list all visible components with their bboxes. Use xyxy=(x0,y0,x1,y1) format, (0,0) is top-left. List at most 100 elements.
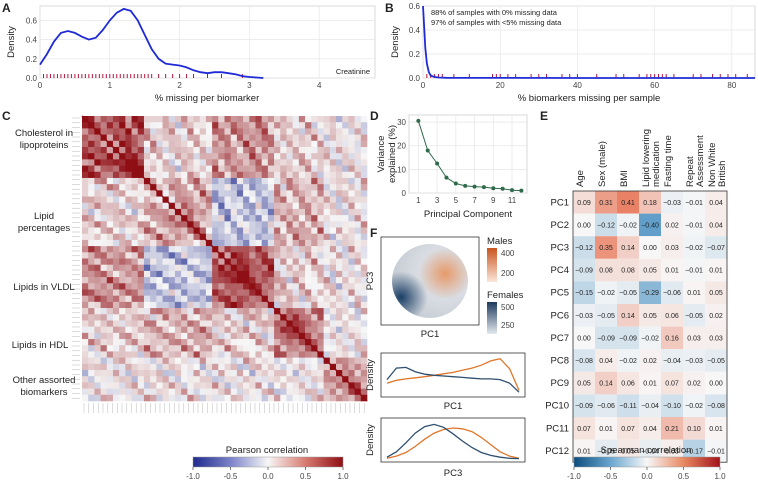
spearman-cell xyxy=(595,213,617,237)
heatmap-cell xyxy=(224,146,231,154)
heatmap-cell xyxy=(193,134,201,142)
heatmap-cell xyxy=(82,376,89,383)
heatmap-cell xyxy=(156,332,163,340)
heatmap-cell xyxy=(348,314,355,321)
heatmap-cell xyxy=(82,258,89,265)
heatmap-cell xyxy=(218,345,225,352)
heatmap-cell xyxy=(274,140,281,148)
spearman-cell-value: 0.07 xyxy=(621,426,635,433)
heatmap-cell xyxy=(162,146,170,154)
heatmap-cell xyxy=(143,153,151,160)
heatmap-cell xyxy=(150,277,157,284)
heatmap-cell xyxy=(323,159,331,166)
heatmap-cell xyxy=(286,208,293,216)
heatmap-cell xyxy=(156,277,163,284)
legend-males-tick-high: 400 xyxy=(501,249,515,258)
heatmap-cell xyxy=(348,351,355,358)
heatmap-cell xyxy=(298,283,306,290)
x-tick-label: 20 xyxy=(496,81,505,90)
heatmap-cell xyxy=(305,277,312,284)
heatmap-cell xyxy=(224,388,231,396)
heatmap-cell xyxy=(342,128,349,135)
spearman-cell xyxy=(705,394,727,417)
heatmap-cell xyxy=(292,339,300,346)
heatmap-cell xyxy=(236,339,244,346)
heatmap-cell xyxy=(137,357,145,365)
heatmap-cell xyxy=(193,382,201,389)
heatmap-cell xyxy=(348,140,355,148)
scree-point xyxy=(481,185,486,190)
heatmap-cell xyxy=(336,116,343,123)
heatmap-cell xyxy=(255,177,262,185)
spearman-cell xyxy=(661,349,683,372)
heatmap-cell xyxy=(82,140,89,148)
heatmap-cell xyxy=(286,215,293,222)
heatmap-cell xyxy=(156,246,163,253)
heatmap-cell xyxy=(205,196,213,204)
spearman-cell xyxy=(705,304,727,327)
heatmap-cell xyxy=(236,376,244,383)
heatmap-cell xyxy=(162,227,170,235)
heatmap-cell xyxy=(360,221,368,228)
heatmap-cell xyxy=(119,332,126,340)
heatmap-cell xyxy=(150,283,157,290)
heatmap-cell xyxy=(143,264,151,272)
heatmap-cell xyxy=(317,339,324,346)
heatmap-cell xyxy=(274,134,281,142)
heatmap-cell xyxy=(143,159,151,166)
heatmap-cell xyxy=(267,202,275,210)
heatmap-cell xyxy=(311,196,318,204)
spearman-cell xyxy=(595,394,617,417)
heatmap-cell xyxy=(131,295,139,303)
heatmap-cell xyxy=(305,246,312,253)
heatmap-cell xyxy=(162,208,170,216)
heatmap-cell xyxy=(298,289,306,296)
spearman-cell xyxy=(639,326,661,350)
heatmap-cell xyxy=(336,215,343,222)
density-pc1-males xyxy=(386,357,520,391)
heatmap-cell xyxy=(305,221,312,228)
panel-b-ylabel: Density xyxy=(390,26,401,58)
heatmap-cell xyxy=(274,388,281,396)
heatmap-cell xyxy=(342,308,349,315)
heatmap-cell xyxy=(317,308,324,315)
heatmap-cell xyxy=(218,221,225,228)
row-label: PC4 xyxy=(551,265,569,276)
spearman-cell xyxy=(683,213,705,237)
heatmap-cell xyxy=(162,184,170,191)
heatmap-cell xyxy=(88,153,95,160)
heatmap-cell xyxy=(94,382,101,389)
spearman-cell xyxy=(573,439,595,463)
heatmap-cell xyxy=(236,382,244,389)
heatmap-cell xyxy=(317,289,324,296)
heatmap-cell xyxy=(311,283,318,290)
heatmap-cell xyxy=(162,351,170,358)
heatmap-cell xyxy=(88,363,95,371)
heatmap-cell xyxy=(230,239,238,247)
heatmap-cell xyxy=(119,215,126,222)
heatmap-cell xyxy=(311,394,318,402)
heatmap-cell xyxy=(181,140,188,148)
heatmap-cell xyxy=(94,184,101,191)
heatmap-cell xyxy=(137,208,145,216)
heatmap-cell xyxy=(143,295,151,303)
panel-c-legend-title: Pearson correlation xyxy=(226,445,308,456)
heatmap-cell xyxy=(286,326,293,334)
heatmap-cell xyxy=(249,382,256,389)
heatmap-cell xyxy=(199,363,207,371)
heatmap-cell xyxy=(100,159,108,166)
heatmap-cell xyxy=(162,363,170,371)
heatmap-cell xyxy=(181,270,188,278)
heatmap-cell xyxy=(286,122,293,129)
heatmap-cell xyxy=(168,320,176,327)
heatmap-cell xyxy=(317,363,324,371)
heatmap-cell xyxy=(187,146,194,154)
heatmap-cell xyxy=(199,376,207,383)
heatmap-cell xyxy=(143,134,151,142)
spearman-cell xyxy=(661,191,683,214)
heatmap-cell xyxy=(174,184,182,191)
y-tick-label: 0.2 xyxy=(409,50,421,59)
heatmap-cell xyxy=(329,320,337,327)
heatmap-cell xyxy=(218,308,225,315)
heatmap-cell xyxy=(255,394,262,402)
